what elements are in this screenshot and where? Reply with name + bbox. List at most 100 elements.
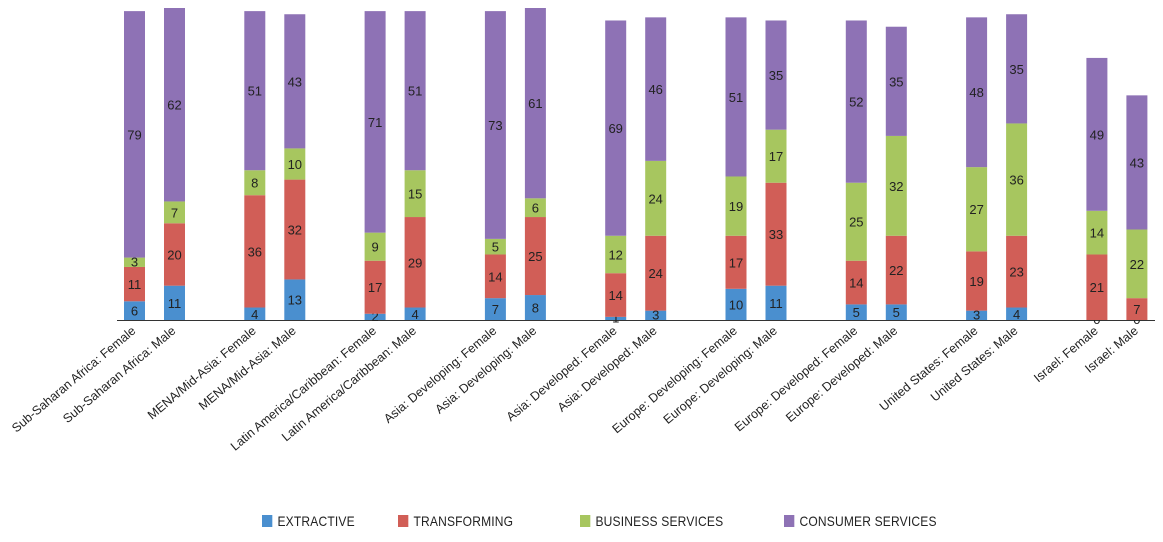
data-label: 3 xyxy=(973,307,980,322)
data-label: 1 xyxy=(612,310,619,325)
legend-item-transforming: TRANSFORMING xyxy=(398,513,513,529)
bar-segment-extractive xyxy=(966,310,988,320)
bar-segment-consumer-services xyxy=(284,14,306,149)
data-label: 2 xyxy=(371,309,378,324)
legend-label: CONSUMER SERVICES xyxy=(799,513,937,529)
bar-segment-transforming xyxy=(966,251,988,311)
bar-segment-consumer-services xyxy=(845,20,867,183)
bar-segment-extractive xyxy=(124,301,145,320)
data-label: 13 xyxy=(288,293,302,308)
bar-segment-consumer-services xyxy=(1006,14,1028,124)
bar-segment-transforming xyxy=(1086,254,1108,320)
data-label: 9 xyxy=(371,240,378,255)
bar-segment-extractive xyxy=(645,310,667,320)
bar-stack-europe-developing-female: 10 17 19 51 xyxy=(725,17,747,320)
bar-segment-business-services xyxy=(845,182,867,261)
bar-segment-business-services xyxy=(124,257,145,267)
data-label: 17 xyxy=(729,255,743,270)
bar-stack-israel-male: 072243 xyxy=(1126,95,1148,327)
data-label: 36 xyxy=(1009,173,1023,188)
bar-segment-consumer-services xyxy=(765,20,787,130)
data-label: 11 xyxy=(769,296,783,311)
bar-segment-consumer-services xyxy=(1086,57,1108,211)
bar-stack-asia-developing-female: 7 14 5 73 xyxy=(484,11,506,320)
data-label: 35 xyxy=(889,74,903,89)
data-label: 25 xyxy=(528,249,542,264)
data-label: 19 xyxy=(729,199,743,214)
bar-stack-europe-developing-male: 11 33 17 35 xyxy=(765,20,787,320)
data-label: 79 xyxy=(127,127,141,142)
legend-swatch xyxy=(580,515,591,527)
bar-segment-extractive xyxy=(845,304,867,320)
bar-segment-consumer-services xyxy=(484,11,506,239)
data-label: 23 xyxy=(1009,265,1023,280)
bar-segment-extractive xyxy=(364,313,386,320)
bar-segment-transforming xyxy=(244,195,266,308)
data-label: 35 xyxy=(769,68,783,83)
bar-segment-business-services xyxy=(1126,229,1148,299)
bar-stack-mena-mid-asia-female: 4 36 8 51 xyxy=(244,11,266,322)
data-label: 21 xyxy=(1090,280,1104,295)
bar-segment-business-services xyxy=(284,148,306,180)
bar-segment-transforming xyxy=(885,235,907,305)
data-label: 19 xyxy=(969,274,983,289)
bar-segment-transforming xyxy=(765,182,787,286)
bar-stack-united-states-male: 4 23 36 35 xyxy=(1006,14,1028,322)
bar-segment-business-services xyxy=(484,238,506,255)
data-label: 24 xyxy=(648,266,662,281)
legend-label: EXTRACTIVE xyxy=(277,513,355,529)
data-label: 3 xyxy=(131,254,138,269)
bar-stack-asia-developed-female: 1 14 12 69 xyxy=(605,20,627,325)
bar-segment-transforming xyxy=(524,217,546,296)
data-label: 10 xyxy=(288,157,302,172)
bar-stack-united-states-female: 3 19 27 48 xyxy=(966,17,988,322)
legend-swatch xyxy=(784,515,795,527)
legend-swatch xyxy=(398,515,409,527)
bar-segment-transforming xyxy=(845,260,867,305)
data-label: 32 xyxy=(889,179,903,194)
bar-segment-business-services xyxy=(404,170,426,218)
bar-segment-extractive xyxy=(164,285,185,320)
legend-item-consumer-services: CONSUMER SERVICES xyxy=(784,513,937,529)
data-label: 8 xyxy=(251,176,258,191)
data-label: 14 xyxy=(608,288,622,303)
bar-segment-business-services xyxy=(645,160,667,236)
data-label: 14 xyxy=(1090,226,1104,241)
data-label: 43 xyxy=(1130,155,1144,170)
bar-segment-consumer-services xyxy=(966,17,988,168)
bar-segment-consumer-services xyxy=(244,11,266,171)
data-label: 4 xyxy=(251,307,258,322)
bar-segment-consumer-services xyxy=(885,26,907,136)
bar-segment-business-services xyxy=(524,198,546,218)
bar-stack-latin-america-caribbean-female: 2 17 9 71 xyxy=(364,11,386,324)
bar-segment-consumer-services xyxy=(404,11,426,171)
bar-segment-transforming xyxy=(1126,298,1148,320)
data-label: 43 xyxy=(288,74,302,89)
bar-segment-consumer-services xyxy=(364,11,386,233)
data-label: 17 xyxy=(769,149,783,164)
data-label: 11 xyxy=(128,277,142,292)
data-label: 15 xyxy=(408,187,422,202)
data-label: 3 xyxy=(652,307,659,322)
data-label: 27 xyxy=(969,202,983,217)
bar-stack-asia-developed-male: 3 24 24 46 xyxy=(645,17,667,322)
bar-stack-latin-america-caribbean-male: 4 29 15 51 xyxy=(404,11,426,322)
legend-label: BUSINESS SERVICES xyxy=(595,513,724,529)
bar-segment-business-services xyxy=(1086,210,1108,255)
data-label: 35 xyxy=(1009,62,1023,77)
chart-legend: EXTRACTIVE TRANSFORMING BUSINESS SERVICES C… xyxy=(0,513,1163,533)
data-label: 51 xyxy=(729,90,743,105)
bar-segment-extractive xyxy=(725,288,747,320)
data-label: 51 xyxy=(408,84,422,99)
bar-segment-business-services xyxy=(966,167,988,252)
data-label: 4 xyxy=(1013,307,1020,322)
bar-segment-extractive xyxy=(765,285,787,320)
bar-segment-extractive xyxy=(284,279,306,320)
data-label: 52 xyxy=(849,95,863,110)
legend-item-extractive: EXTRACTIVE xyxy=(262,513,355,529)
bar-segment-transforming xyxy=(164,223,185,286)
data-label: 6 xyxy=(532,201,539,216)
data-label: 7 xyxy=(1133,302,1140,317)
data-label: 62 xyxy=(167,98,181,113)
bar-segment-extractive xyxy=(524,295,546,320)
